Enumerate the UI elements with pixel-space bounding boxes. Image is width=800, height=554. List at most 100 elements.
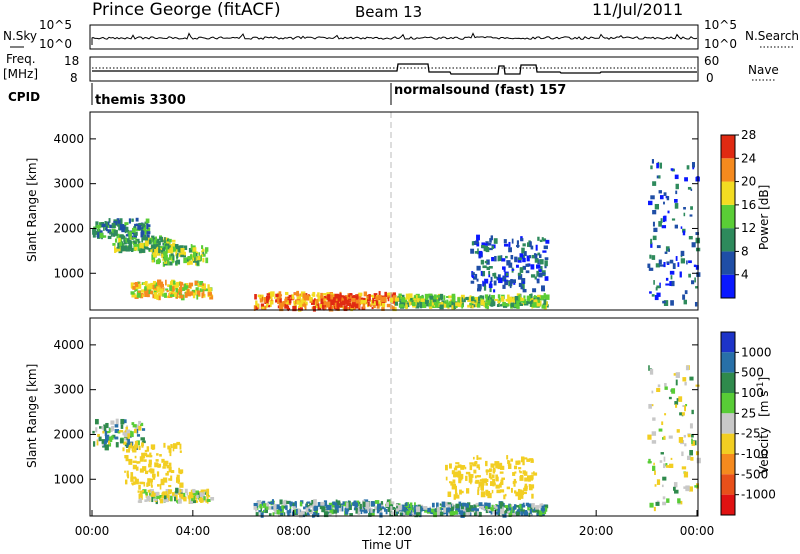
vel-echo-cell	[453, 467, 458, 471]
power-echo-cell	[494, 298, 499, 301]
power-echo-cell	[473, 298, 476, 303]
power-echo-cell	[425, 297, 429, 301]
vel-echo-cell	[395, 503, 399, 506]
power-cbar-swatch	[721, 274, 735, 298]
vel-echo-cell	[672, 486, 676, 491]
power-echo-cell	[301, 302, 306, 307]
power-cbar-tick-label: 20	[741, 175, 756, 189]
vel-echo-cell	[139, 456, 144, 462]
vel-cbar-tick-label: 100	[741, 386, 764, 400]
power-echo-cell	[202, 257, 205, 263]
vel-echo-cell	[147, 489, 151, 493]
power-echo-cell	[145, 290, 149, 294]
vel-echo-cell	[530, 478, 534, 481]
vel-echo-cell	[151, 496, 154, 503]
power-echo-cell	[108, 218, 111, 223]
vel-echo-cell	[529, 508, 532, 514]
vel-echo-cell	[175, 494, 178, 501]
power-echo-cell	[526, 295, 531, 301]
vel-echo-cell	[176, 475, 180, 482]
vel-echo-cell	[171, 470, 175, 474]
power-echo-cell	[492, 272, 496, 277]
vel-echo-cell	[694, 485, 699, 488]
vel-echo-cell	[513, 490, 517, 494]
vel-echo-cell	[170, 475, 173, 481]
power-echo-cell	[207, 292, 213, 296]
vel-echo-cell	[405, 502, 408, 506]
vel-echo-cell	[504, 493, 507, 497]
power-echo-cell	[480, 299, 485, 306]
power-echo-cell	[486, 259, 490, 265]
power-echo-cell	[659, 282, 661, 288]
vel-echo-cell	[455, 503, 460, 509]
vel-echo-cell	[170, 495, 173, 502]
power-echo-cell	[282, 302, 287, 306]
power-echo-cell	[536, 270, 539, 277]
power-echo-cell	[368, 294, 373, 297]
power-echo-cell	[343, 297, 346, 303]
power-echo-cell	[422, 304, 427, 308]
vel-echo-cell	[358, 508, 362, 512]
power-echo-cell	[538, 272, 543, 278]
power-echo-cell	[679, 271, 682, 278]
time-tick-label: 00:00	[75, 524, 110, 538]
vel-echo-cell	[515, 505, 519, 508]
power-echo-cell	[695, 265, 699, 270]
station-title: Prince George (fitACF)	[92, 0, 281, 20]
power-echo-cell	[163, 251, 167, 256]
vel-echo-cell	[361, 509, 366, 512]
power-echo-cell	[663, 300, 669, 306]
vel-echo-cell	[663, 463, 666, 469]
power-echo-cell	[137, 281, 140, 285]
power-echo-cell	[255, 300, 258, 306]
power-ytick-label: 4000	[53, 132, 84, 146]
vel-cbar-swatch	[721, 474, 735, 495]
vel-echo-cell	[110, 420, 115, 425]
vel-echo-cell	[687, 434, 691, 438]
power-echo-cell	[502, 301, 506, 306]
vel-echo-cell	[478, 481, 483, 486]
vel-echo-cell	[332, 501, 336, 505]
vel-echo-cell	[162, 491, 166, 496]
power-echo-cell	[510, 254, 514, 260]
power-echo-cell	[127, 240, 132, 245]
power-echo-cell	[259, 298, 263, 303]
power-echo-cell	[320, 292, 323, 299]
power-echo-cell	[517, 274, 523, 280]
power-echo-cell	[95, 221, 99, 227]
power-echo-cell	[511, 279, 516, 284]
power-echo-cell	[254, 294, 257, 300]
vel-echo-cell	[445, 476, 448, 481]
power-cbar-swatch	[721, 181, 735, 205]
power-echo-cell	[537, 259, 540, 265]
power-echo-cell	[121, 241, 124, 248]
vel-echo-cell	[514, 471, 517, 474]
vel-echo-cell	[493, 504, 497, 508]
vel-echo-cell	[297, 508, 301, 515]
power-echo-cell	[669, 281, 672, 286]
vel-echo-cell	[455, 494, 460, 499]
power-echo-cell	[142, 282, 146, 285]
vel-echo-cell	[527, 504, 530, 511]
vel-echo-cell	[691, 440, 695, 446]
power-echo-cell	[658, 221, 662, 227]
power-echo-cell	[123, 239, 126, 245]
power-echo-cell	[202, 248, 205, 251]
power-echo-cell	[690, 206, 693, 210]
vel-echo-cell	[522, 459, 525, 466]
vel-echo-cell	[122, 447, 125, 452]
vel-echo-cell	[256, 506, 259, 510]
power-echo-cell	[347, 306, 350, 311]
vel-echo-cell	[673, 482, 678, 488]
vel-echo-cell	[676, 398, 679, 401]
vel-echo-cell	[527, 477, 531, 481]
power-echo-cell	[199, 281, 204, 286]
power-echo-cell	[152, 259, 154, 263]
vel-echo-cell	[134, 477, 137, 480]
vel-echo-cell	[152, 493, 156, 497]
power-echo-cell	[402, 300, 406, 307]
power-echo-cell	[508, 241, 511, 248]
power-echo-cell	[304, 303, 307, 308]
vel-echo-cell	[259, 500, 262, 504]
noise-left-tick-low: 10^0	[39, 37, 72, 51]
